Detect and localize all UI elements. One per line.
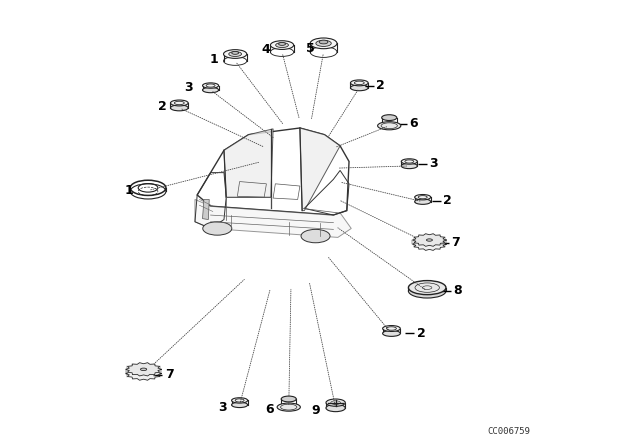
- Text: 6: 6: [265, 403, 273, 416]
- Ellipse shape: [202, 83, 219, 88]
- Polygon shape: [125, 363, 161, 376]
- Text: 3: 3: [184, 81, 193, 94]
- Ellipse shape: [170, 100, 188, 106]
- Text: 1: 1: [209, 53, 218, 66]
- Ellipse shape: [401, 159, 417, 164]
- Ellipse shape: [381, 115, 397, 121]
- Polygon shape: [300, 128, 340, 211]
- Ellipse shape: [281, 396, 296, 402]
- Ellipse shape: [170, 105, 188, 111]
- Polygon shape: [412, 238, 446, 250]
- Ellipse shape: [232, 398, 248, 403]
- Ellipse shape: [326, 399, 345, 406]
- Polygon shape: [224, 129, 273, 197]
- Text: 6: 6: [410, 117, 418, 130]
- Ellipse shape: [415, 194, 431, 200]
- Polygon shape: [412, 234, 446, 246]
- Ellipse shape: [319, 40, 328, 44]
- Text: 2: 2: [443, 194, 452, 207]
- Ellipse shape: [351, 80, 368, 86]
- Text: 3: 3: [429, 157, 438, 170]
- Ellipse shape: [383, 331, 400, 336]
- Text: 2: 2: [159, 100, 167, 113]
- Text: 2: 2: [376, 79, 385, 92]
- Text: CC006759: CC006759: [487, 427, 530, 436]
- Ellipse shape: [202, 87, 219, 93]
- Ellipse shape: [316, 40, 332, 47]
- Text: 8: 8: [453, 284, 462, 297]
- Ellipse shape: [383, 326, 400, 332]
- Ellipse shape: [271, 41, 294, 49]
- Ellipse shape: [378, 122, 401, 130]
- Ellipse shape: [232, 52, 239, 54]
- Ellipse shape: [278, 43, 285, 45]
- Ellipse shape: [326, 405, 345, 412]
- Ellipse shape: [408, 284, 446, 298]
- Ellipse shape: [401, 163, 417, 168]
- Polygon shape: [202, 199, 209, 220]
- Text: 5: 5: [306, 43, 314, 56]
- Polygon shape: [195, 199, 351, 237]
- Ellipse shape: [140, 368, 147, 370]
- Ellipse shape: [228, 52, 241, 56]
- Text: 4: 4: [261, 43, 270, 56]
- Ellipse shape: [276, 43, 289, 47]
- Ellipse shape: [426, 239, 433, 241]
- Ellipse shape: [408, 280, 446, 295]
- Text: 1: 1: [124, 184, 133, 197]
- Polygon shape: [125, 367, 161, 380]
- Ellipse shape: [223, 50, 247, 58]
- Ellipse shape: [351, 85, 368, 91]
- Ellipse shape: [301, 229, 330, 243]
- Ellipse shape: [232, 402, 248, 408]
- Ellipse shape: [310, 38, 337, 49]
- Ellipse shape: [415, 199, 431, 204]
- Text: 9: 9: [311, 404, 320, 417]
- Text: 7: 7: [164, 368, 173, 381]
- Ellipse shape: [203, 222, 232, 235]
- Text: 2: 2: [417, 327, 426, 340]
- Text: 7: 7: [451, 236, 460, 249]
- Ellipse shape: [277, 403, 300, 411]
- Text: 3: 3: [218, 401, 227, 414]
